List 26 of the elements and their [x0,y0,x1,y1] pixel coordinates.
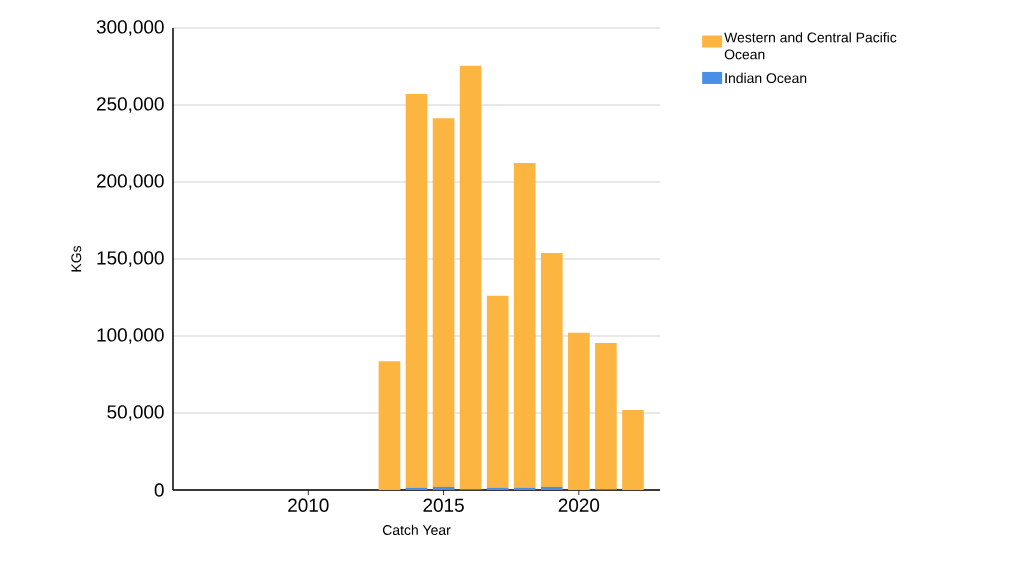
y-tick-label: 250,000 [97,97,164,113]
bar [432,486,455,490]
y-tick-label: 50,000 [107,405,164,421]
bar [568,332,590,490]
bar [622,409,644,490]
legend-label: Indian Ocean [725,72,807,84]
y-tick-label: 100,000 [97,328,164,344]
bar [459,65,482,490]
y-tick-label: 300,000 [96,20,164,36]
y-axis-title: KGs [71,245,82,272]
bar [540,486,563,490]
bar [405,93,428,488]
bar [378,361,401,490]
y-tick-label: 0 [154,483,164,497]
legend-label: Western and Central Pacific Ocean [724,32,897,60]
x-tick-label: 2015 [423,498,464,512]
x-tick-label: 2020 [558,498,600,512]
x-tick-label: 2010 [288,498,329,512]
x-axis-title: Catch Year [382,524,451,536]
y-tick-label: 200,000 [97,174,164,190]
bar [540,252,563,487]
bar [432,118,455,487]
bar [513,162,536,488]
bar [486,295,509,488]
bar [595,342,617,490]
y-tick-label: 150,000 [97,251,164,267]
